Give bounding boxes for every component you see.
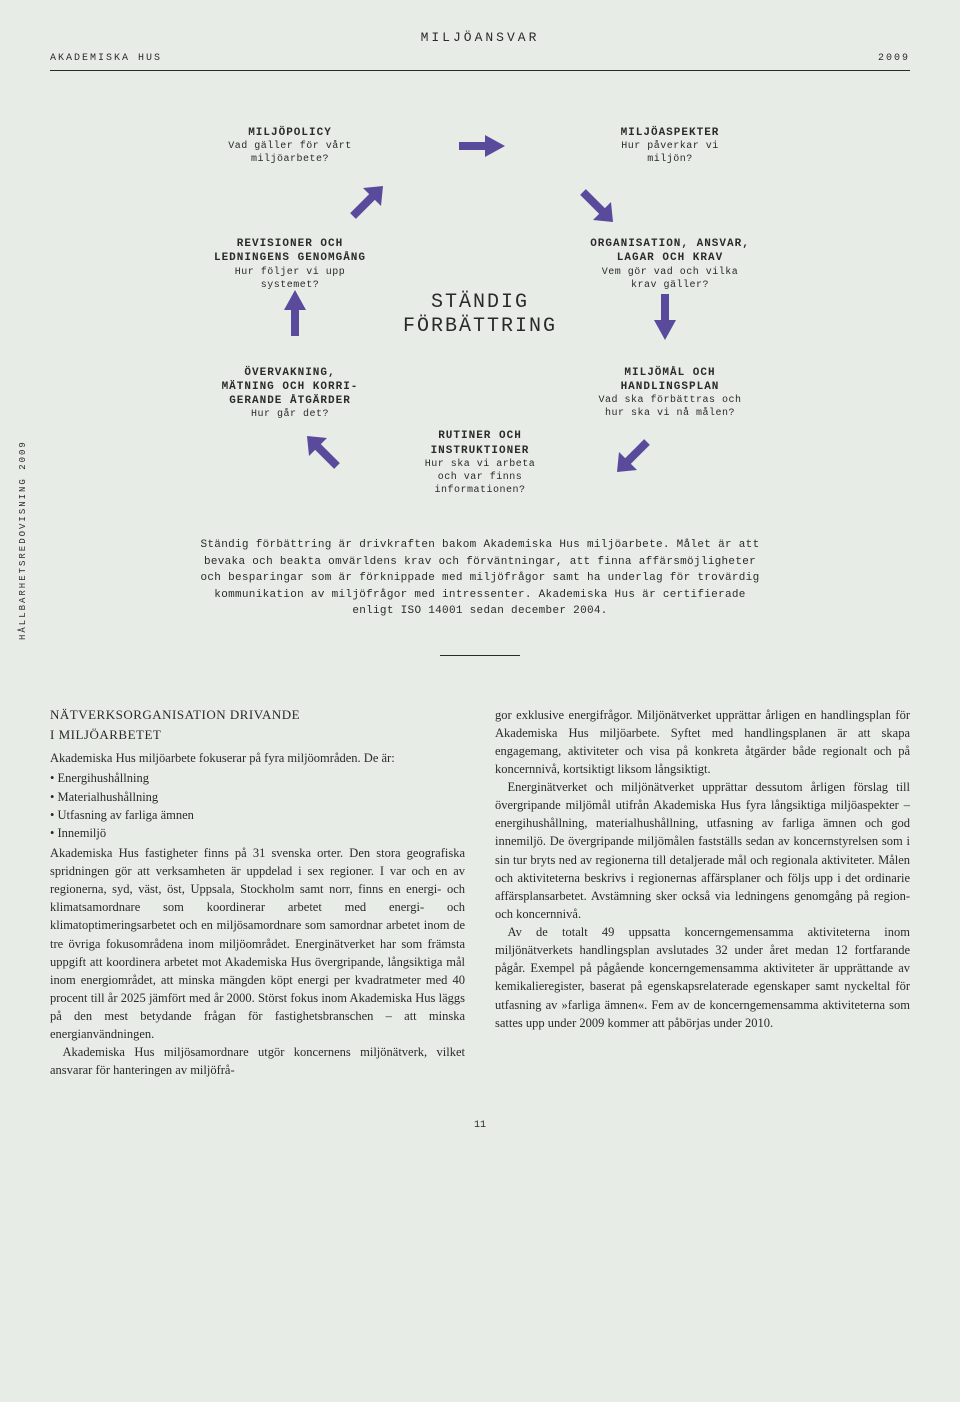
page: MILJÖANSVAR AKADEMISKA HUS 2009 HÅLLBARH… — [0, 0, 960, 1402]
intro-paragraph: Ständig förbättring är drivkraften bakom… — [200, 537, 760, 620]
arrow-up-left-icon — [300, 429, 350, 479]
bullet-list: Energihushållning Materialhushållning Ut… — [50, 769, 465, 842]
arrow-down-right-icon — [570, 179, 620, 229]
arrow-down-left-icon — [610, 429, 660, 479]
article-lead: Akademiska Hus miljöarbete fokuserar på … — [50, 749, 465, 767]
article-columns: NÄTVERKSORGANISATION DRIVANDE I MILJÖARB… — [50, 706, 910, 1080]
list-item: Materialhushållning — [50, 788, 465, 806]
arrow-down-icon — [640, 290, 690, 340]
article-body: Akademiska Hus fastigheter finns på 31 s… — [50, 844, 465, 1043]
node-miljopolicy: MILJÖPOLICY Vad gäller för vårt miljöarb… — [200, 126, 380, 166]
header-year: 2009 — [878, 53, 910, 64]
list-item: Energihushållning — [50, 769, 465, 787]
node-miljomal: MILJÖMÅL OCH HANDLINGSPLAN Vad ska förbä… — [580, 366, 760, 421]
divider — [440, 655, 520, 656]
article-body: gor exklusive energifrågor. Miljönätverk… — [495, 706, 910, 779]
article-body: Akademiska Hus miljösamordnare utgör kon… — [50, 1043, 465, 1079]
side-vertical-label: HÅLLBARHETSREDOVISNING 2009 — [18, 440, 28, 640]
header-row: AKADEMISKA HUS 2009 — [50, 53, 910, 71]
article-title-line2: I MILJÖARBETET — [50, 726, 465, 745]
article-title-line1: NÄTVERKSORGANISATION DRIVANDE — [50, 706, 465, 725]
node-rutiner: RUTINER OCH INSTRUKTIONER Hur ska vi arb… — [370, 429, 590, 497]
article-body: Av de totalt 49 uppsatta koncerngemensam… — [495, 923, 910, 1032]
article-body: Energinätverket och miljönätverket upprä… — [495, 778, 910, 923]
node-organisation: ORGANISATION, ANSVAR, LAGAR OCH KRAV Vem… — [580, 237, 760, 292]
list-item: Utfasning av farliga ämnen — [50, 806, 465, 824]
page-number: 11 — [50, 1120, 910, 1131]
header-org: AKADEMISKA HUS — [50, 53, 162, 64]
arrow-up-right-icon — [340, 179, 390, 229]
header-category: MILJÖANSVAR — [50, 30, 910, 45]
diagram-center-label: STÄNDIG FÖRBÄTTRING — [403, 291, 557, 339]
list-item: Innemiljö — [50, 824, 465, 842]
node-miljoaspekter: MILJÖASPEKTER Hur påverkar vi miljön? — [580, 126, 760, 166]
arrow-up-icon — [270, 290, 320, 340]
column-right: gor exklusive energifrågor. Miljönätverk… — [495, 706, 910, 1080]
cycle-diagram: MILJÖPOLICY Vad gäller för vårt miljöarb… — [200, 121, 760, 497]
node-overvakning: ÖVERVAKNING, MÄTNING OCH KORRI- GERANDE … — [200, 366, 380, 422]
node-revisioner: REVISIONER OCH LEDNINGENS GENOMGÅNG Hur … — [200, 237, 380, 292]
column-left: NÄTVERKSORGANISATION DRIVANDE I MILJÖARB… — [50, 706, 465, 1080]
arrow-right-icon — [455, 121, 505, 171]
